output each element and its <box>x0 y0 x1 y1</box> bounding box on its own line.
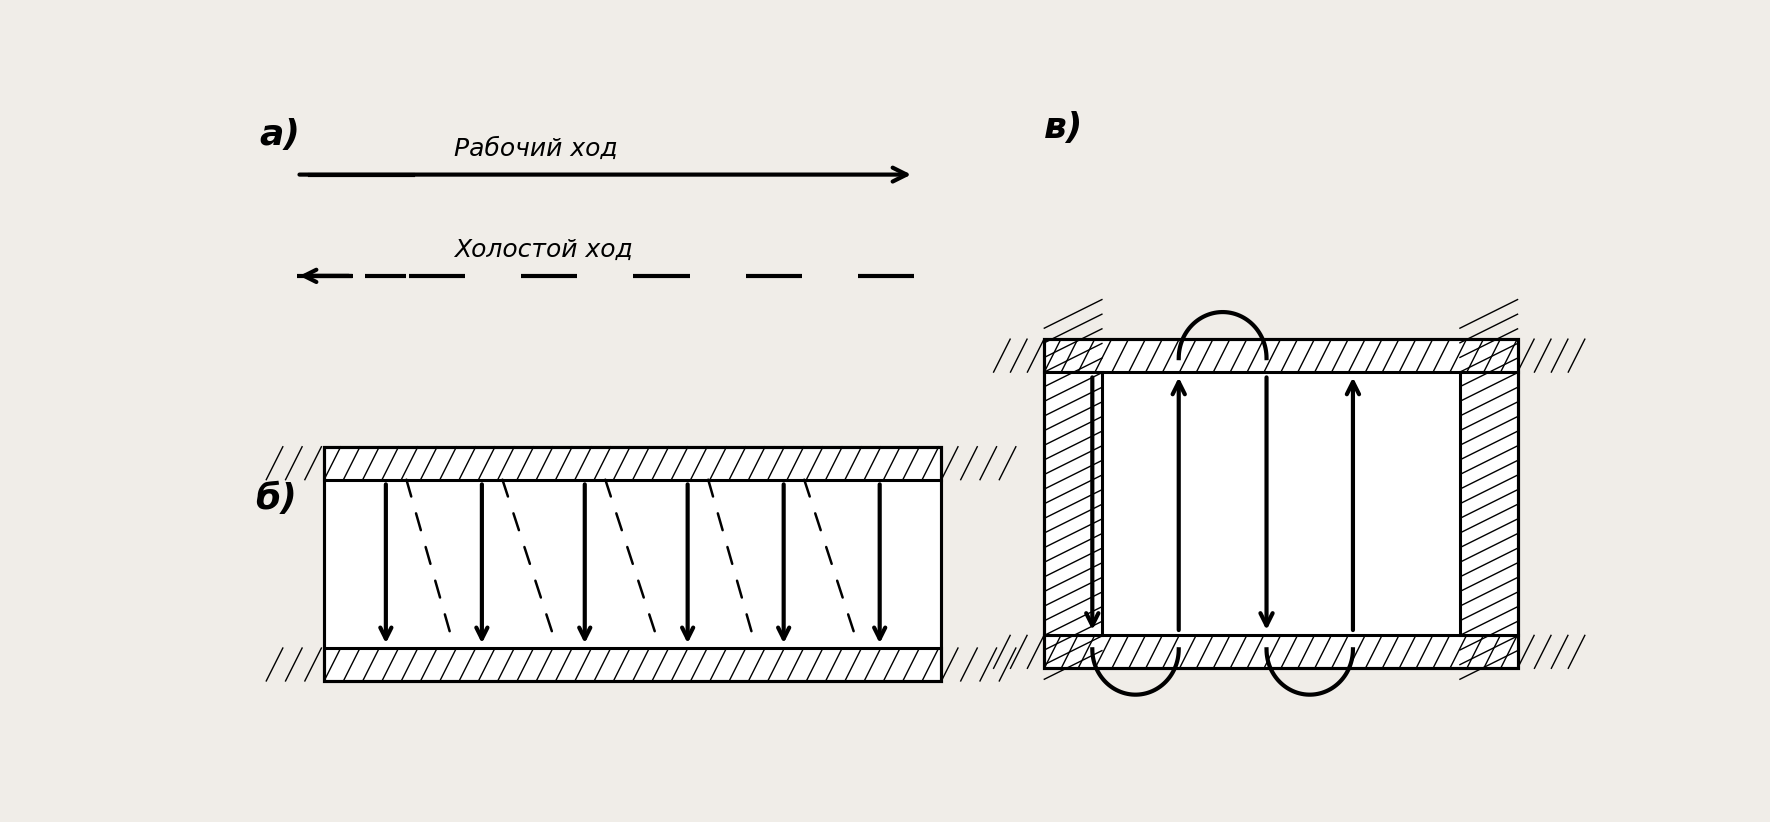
Bar <box>324 648 942 681</box>
Bar <box>324 447 942 480</box>
Text: Рабочий ход: Рабочий ход <box>455 136 618 160</box>
Bar <box>324 480 942 648</box>
Text: Холостой ход: Холостой ход <box>455 238 634 262</box>
Bar <box>1044 339 1517 372</box>
Bar <box>1044 339 1517 668</box>
Bar <box>324 447 942 681</box>
Bar <box>1460 372 1517 635</box>
Bar <box>1044 635 1517 668</box>
Text: в): в) <box>1044 111 1083 145</box>
Bar <box>324 447 942 681</box>
Text: б): б) <box>255 482 297 516</box>
Bar <box>1103 372 1460 635</box>
Text: а): а) <box>260 118 301 151</box>
Bar <box>1044 339 1517 668</box>
Bar <box>1044 372 1103 635</box>
